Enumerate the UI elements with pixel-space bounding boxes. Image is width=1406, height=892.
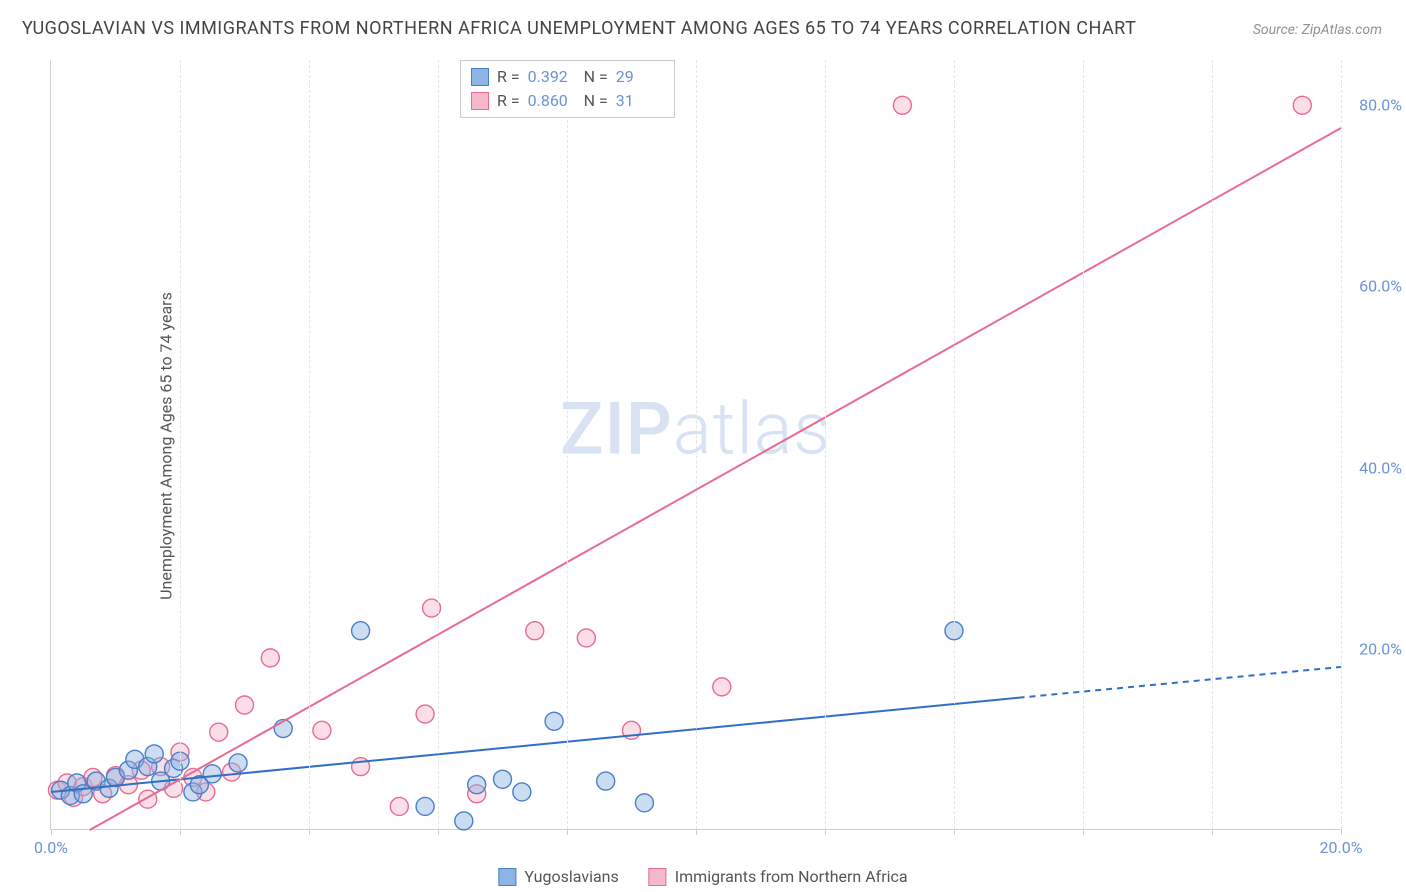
gridline-vertical [1341,60,1342,829]
swatch-blue-icon [498,868,516,886]
scatter-point-blue [468,776,486,794]
scatter-point-pink [261,649,279,667]
scatter-point-pink [577,629,595,647]
x-tick-mark [696,829,697,835]
trend-line-blue-dashed [1019,667,1342,698]
scatter-point-blue [455,812,473,830]
legend-stats-row-pink: R = 0.860 N = 31 [471,89,664,113]
trend-line-pink [90,128,1341,830]
y-tick-label: 40.0% [1346,458,1402,477]
gridline-vertical [567,60,568,829]
legend-series: Yugoslavians Immigrants from Northern Af… [498,867,907,886]
r-value-pink: 0.860 [528,89,576,113]
source-attribution: Source: ZipAtlas.com [1253,22,1382,38]
scatter-point-pink [416,705,434,723]
scatter-point-pink [713,678,731,696]
x-tick-label: 20.0% [1320,838,1363,857]
y-tick-label: 20.0% [1346,639,1402,658]
x-tick-mark [954,829,955,835]
legend-label-blue: Yugoslavians [524,867,618,886]
x-tick-mark [1083,829,1084,835]
scatter-point-blue [229,754,247,772]
scatter-point-pink [893,96,911,114]
n-value-blue: 29 [616,65,664,89]
scatter-point-blue [145,745,163,763]
gridline-vertical [696,60,697,829]
x-tick-mark [825,829,826,835]
scatter-point-pink [210,723,228,741]
plot-area: ZIPatlas 0.0%20.0%20.0%40.0%60.0%80.0% [50,60,1340,830]
n-value-pink: 31 [616,89,664,113]
scatter-point-blue [352,622,370,640]
scatter-point-pink [236,696,254,714]
trend-line-blue-solid [51,698,1019,792]
legend-stats: R = 0.392 N = 29 R = 0.860 N = 31 [460,60,675,118]
gridline-vertical [954,60,955,829]
scatter-point-pink [526,622,544,640]
swatch-pink-icon [649,868,667,886]
gridline-vertical [825,60,826,829]
scatter-point-blue [494,770,512,788]
x-tick-mark [309,829,310,835]
scatter-point-pink [1293,96,1311,114]
scatter-point-blue [513,783,531,801]
scatter-point-blue [416,797,434,815]
swatch-pink-icon [471,92,489,110]
y-tick-label: 60.0% [1346,277,1402,296]
chart-title: YUGOSLAVIAN VS IMMIGRANTS FROM NORTHERN … [22,18,1136,39]
x-tick-mark [51,829,52,835]
x-tick-mark [438,829,439,835]
r-value-blue: 0.392 [528,65,576,89]
gridline-vertical [438,60,439,829]
x-tick-mark [1212,829,1213,835]
y-tick-label: 80.0% [1346,96,1402,115]
gridline-vertical [309,60,310,829]
gridline-vertical [180,60,181,829]
x-tick-mark [567,829,568,835]
x-tick-label: 0.0% [34,838,68,857]
scatter-point-blue [545,712,563,730]
gridline-vertical [1212,60,1213,829]
scatter-point-pink [390,797,408,815]
x-tick-mark [1341,829,1342,835]
gridline-vertical [1083,60,1084,829]
scatter-point-pink [313,721,331,739]
legend-item-blue: Yugoslavians [498,867,618,886]
scatter-point-blue [203,765,221,783]
scatter-point-blue [635,794,653,812]
legend-item-pink: Immigrants from Northern Africa [649,867,908,886]
scatter-point-blue [597,772,615,790]
legend-stats-row-blue: R = 0.392 N = 29 [471,65,664,89]
legend-label-pink: Immigrants from Northern Africa [675,867,908,886]
x-tick-mark [180,829,181,835]
swatch-blue-icon [471,68,489,86]
